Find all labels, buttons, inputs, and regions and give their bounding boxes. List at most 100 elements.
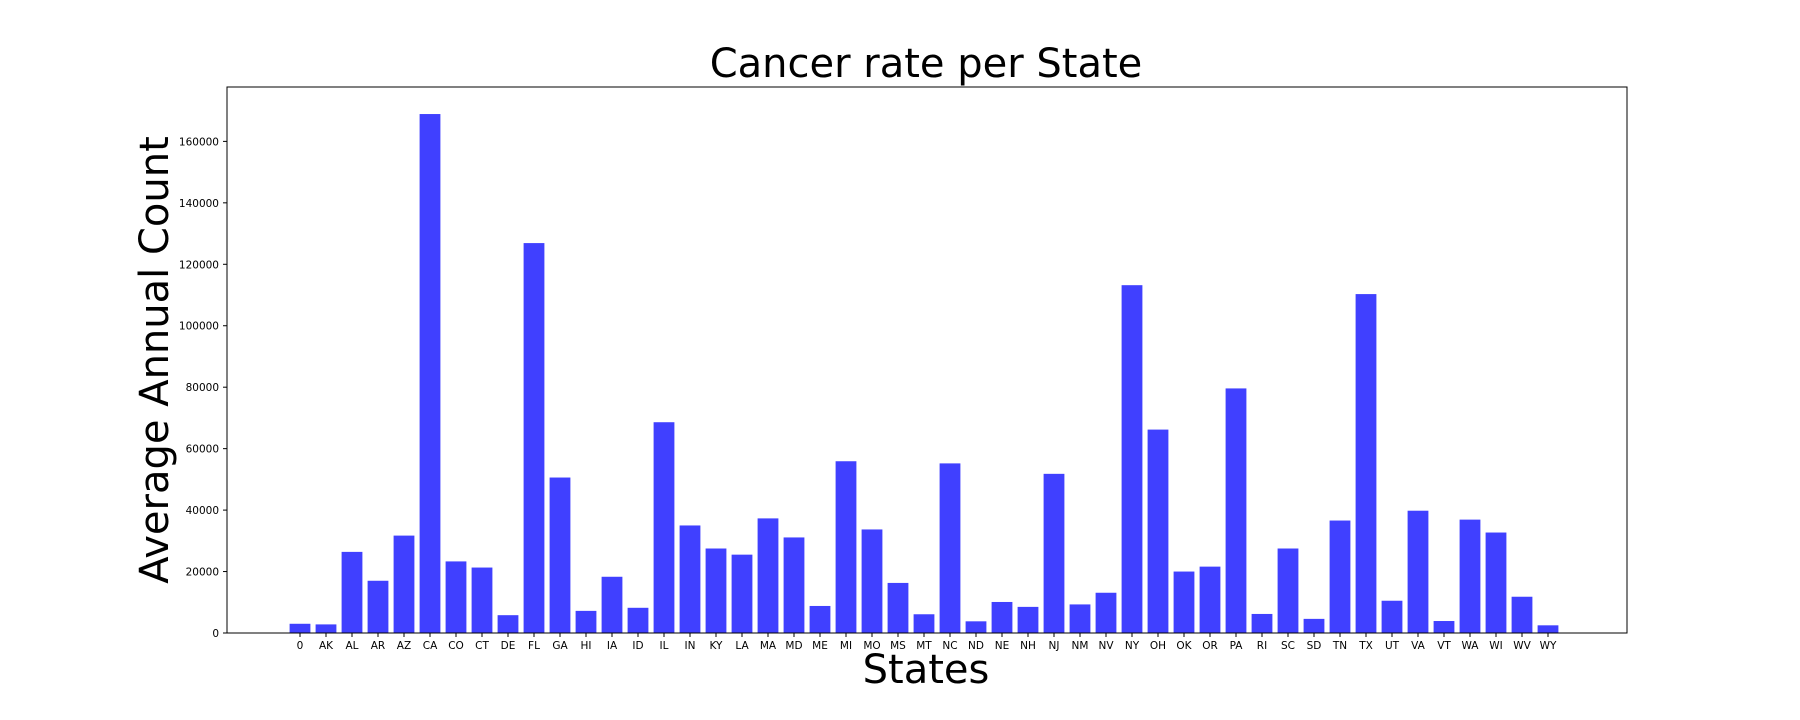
x-tick-label: NE xyxy=(995,640,1010,652)
bar-IL xyxy=(653,422,675,633)
bar-NY xyxy=(1121,285,1143,633)
y-tick-label: 160000 xyxy=(179,136,219,148)
x-tick-label: KY xyxy=(710,640,724,652)
x-tick-label: IA xyxy=(607,640,618,652)
x-tick-label: ND xyxy=(968,640,984,652)
bar-MT xyxy=(913,614,935,633)
x-tick-label: WI xyxy=(1489,640,1502,652)
x-tick-label: CT xyxy=(475,640,489,652)
bar-MI xyxy=(835,461,857,633)
bar-NJ xyxy=(1043,473,1065,633)
bar-IN xyxy=(679,525,701,633)
x-tick-label: DE xyxy=(501,640,516,652)
bar-OR xyxy=(1199,566,1221,633)
x-tick-label: MS xyxy=(890,640,906,652)
x-tick-label: OH xyxy=(1150,640,1166,652)
x-tick-label: ID xyxy=(632,640,643,652)
y-tick-label: 80000 xyxy=(186,382,219,394)
bar-MO xyxy=(861,529,883,633)
x-tick-label: UT xyxy=(1385,640,1400,652)
x-tick-label: 0 xyxy=(297,640,304,652)
x-axis-label: States xyxy=(863,647,990,693)
x-tick-label: IN xyxy=(685,640,696,652)
x-tick-label: AK xyxy=(319,640,334,652)
x-tick-label: LA xyxy=(735,640,749,652)
x-tick-label: NM xyxy=(1072,640,1089,652)
x-tick-label: SC xyxy=(1281,640,1295,652)
y-tick-label: 20000 xyxy=(186,567,219,579)
x-ticks-group: 0 AK AL AR AZ CA CO CT DE FL GA HI IA ID IL IN KY LA MA MD M… xyxy=(297,633,1557,652)
y-tick-label: 0 xyxy=(212,628,219,640)
bar-IA xyxy=(601,576,623,633)
bar-CO xyxy=(445,561,467,633)
x-tick-label: NY xyxy=(1125,640,1140,652)
bar-LA xyxy=(731,554,753,633)
x-tick-label: TX xyxy=(1358,640,1373,652)
bar-MS xyxy=(887,582,909,633)
x-tick-label: RI xyxy=(1257,640,1267,652)
bar-VA xyxy=(1407,510,1429,633)
bar-NM xyxy=(1069,604,1091,633)
plot-frame xyxy=(226,86,1628,634)
y-ticks-group: 0 20000 40000 60000 80000 100000 120000 140000 1… xyxy=(179,136,227,640)
bar-CA xyxy=(419,114,441,634)
x-tick-label: AL xyxy=(345,640,358,652)
x-tick-label: NV xyxy=(1098,640,1114,652)
y-tick-label: 100000 xyxy=(179,321,219,333)
bar-HI xyxy=(575,610,597,633)
bar-NC xyxy=(939,463,961,633)
bar-ND xyxy=(965,621,987,633)
x-tick-label: VT xyxy=(1437,640,1451,652)
x-tick-label: NJ xyxy=(1049,640,1060,652)
bar-NH xyxy=(1017,606,1039,633)
x-tick-label: WY xyxy=(1540,640,1557,652)
bar-TN xyxy=(1329,520,1351,633)
x-tick-label: VA xyxy=(1411,640,1426,652)
bar-SD xyxy=(1303,618,1325,633)
bar-TX xyxy=(1355,294,1377,633)
x-tick-label: AR xyxy=(371,640,385,652)
bar-FL xyxy=(523,243,545,633)
bar-AK xyxy=(315,624,337,633)
bar-WI xyxy=(1485,532,1507,633)
chart-title: Cancer rate per State xyxy=(710,41,1143,87)
bar-GA xyxy=(549,477,571,633)
x-tick-label: TN xyxy=(1332,640,1347,652)
bar-DE xyxy=(497,615,519,633)
x-tick-label: IL xyxy=(660,640,669,652)
bar-ME xyxy=(809,605,831,633)
bar-AR xyxy=(367,580,389,633)
bar-WV xyxy=(1511,596,1533,633)
bar-UT xyxy=(1381,600,1403,633)
bar-WY xyxy=(1537,625,1559,633)
bar-NE xyxy=(991,601,1013,633)
x-tick-label: FL xyxy=(528,640,540,652)
bar-RI xyxy=(1251,613,1273,633)
y-tick-label: 40000 xyxy=(186,505,219,517)
x-tick-label: PA xyxy=(1230,640,1244,652)
x-tick-label: NH xyxy=(1020,640,1036,652)
x-tick-label: WV xyxy=(1513,640,1531,652)
x-tick-label: WA xyxy=(1462,640,1480,652)
bar-CT xyxy=(471,567,493,633)
y-axis-label: Average Annual Count xyxy=(132,136,178,584)
x-tick-label: MD xyxy=(785,640,802,652)
y-tick-label: 120000 xyxy=(179,259,219,271)
x-tick-label: SD xyxy=(1307,640,1322,652)
x-tick-label: OK xyxy=(1176,640,1192,652)
x-tick-label: HI xyxy=(581,640,592,652)
x-tick-label: MO xyxy=(863,640,880,652)
x-tick-label: NC xyxy=(942,640,957,652)
x-tick-label: MT xyxy=(916,640,932,652)
x-tick-label: MA xyxy=(760,640,777,652)
y-tick-label: 60000 xyxy=(186,444,219,456)
bar-WA xyxy=(1459,519,1481,633)
bar-0 xyxy=(289,623,311,633)
x-tick-label: OR xyxy=(1202,640,1218,652)
bar-OH xyxy=(1147,429,1169,633)
x-tick-label: GA xyxy=(552,640,568,652)
x-tick-label: MI xyxy=(840,640,852,652)
x-tick-label: CO xyxy=(448,640,464,652)
bar-AZ xyxy=(393,535,415,633)
